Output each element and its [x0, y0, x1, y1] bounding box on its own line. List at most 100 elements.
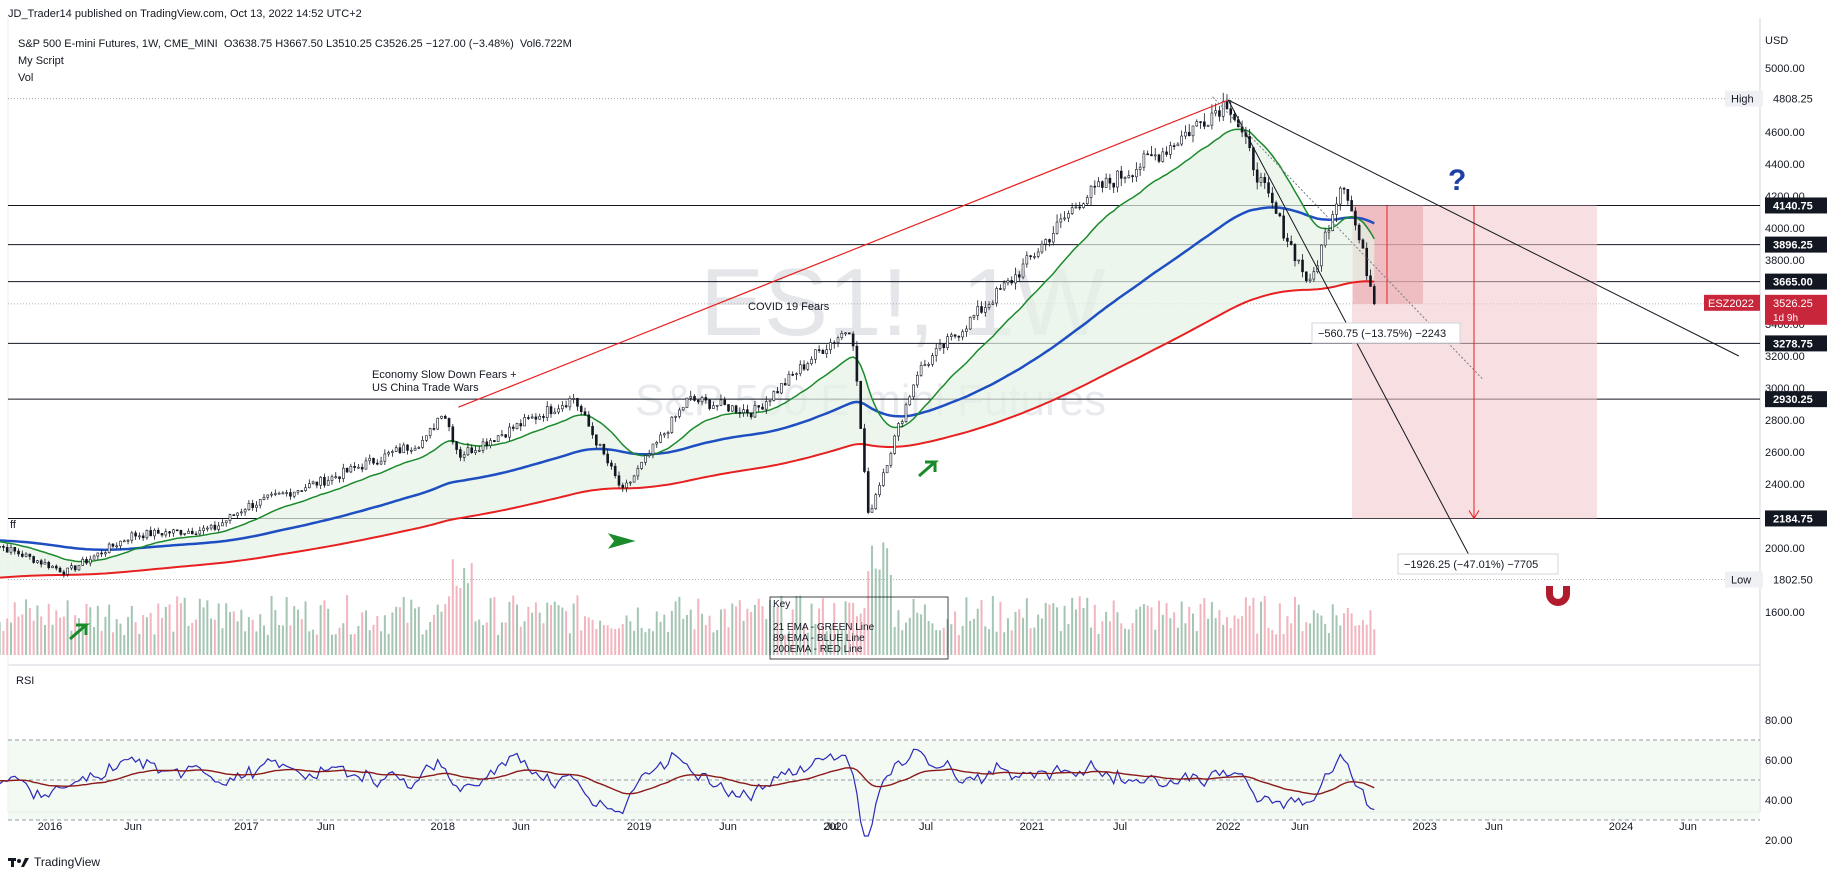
candle-body — [730, 405, 734, 412]
volume-bar — [1365, 624, 1368, 655]
time-axis-tick: 2018 — [431, 821, 455, 833]
volume-bar — [187, 625, 190, 655]
candle-body — [934, 348, 938, 356]
volume-bar — [1256, 633, 1259, 655]
candle-body — [1036, 251, 1040, 257]
candle-body — [515, 423, 519, 429]
volume-bar — [130, 606, 133, 655]
candle-body — [855, 345, 859, 382]
volume-bar — [689, 609, 692, 655]
volume-bar — [376, 616, 379, 655]
candle-body — [1112, 182, 1115, 188]
candle-body — [1082, 203, 1085, 208]
indicator-my-script[interactable]: My Script — [18, 55, 64, 67]
volume-bar — [474, 621, 477, 655]
candle-body — [923, 364, 927, 367]
candle-body — [549, 406, 553, 415]
volume-bar — [1176, 627, 1179, 655]
price-axis-tick: 3800.00 — [1765, 255, 1805, 267]
candle-body — [504, 434, 507, 438]
candle-body — [553, 411, 557, 415]
candle-body — [398, 447, 402, 454]
candle-body — [572, 398, 575, 400]
volume-bar — [810, 603, 813, 655]
candle-body — [319, 477, 322, 486]
volume-bar — [871, 545, 874, 655]
candle-body — [798, 364, 802, 374]
volume-bar — [712, 632, 715, 655]
volume-bar — [380, 631, 383, 655]
candle-body — [1176, 143, 1180, 147]
volume-bar — [1301, 631, 1304, 655]
volume-bar — [1278, 603, 1281, 655]
candle-body — [953, 334, 957, 337]
projection-zone — [1352, 205, 1597, 520]
volume-bar — [70, 630, 73, 655]
volume-bar — [28, 608, 31, 655]
candle-body — [1097, 181, 1100, 188]
indicator-vol[interactable]: Vol — [18, 72, 34, 84]
candle-body — [85, 559, 88, 564]
candle-body — [73, 565, 77, 571]
volume-bar — [1252, 597, 1255, 655]
volume-bar — [1354, 625, 1357, 655]
volume-bar — [142, 615, 145, 655]
measure-label-small: −560.75 (−13.75%) −2243 — [1318, 328, 1446, 340]
candle-body — [817, 349, 821, 351]
key-line: 21 EMA - GREEN Line — [773, 622, 875, 633]
candle-body — [727, 404, 730, 412]
candle-body — [1293, 244, 1297, 262]
volume-bar — [523, 621, 526, 655]
candle-body — [379, 460, 383, 465]
footer-brand[interactable]: TradingView — [8, 855, 100, 869]
candle-body — [508, 426, 511, 438]
volume-bar — [538, 612, 541, 655]
volume-bar — [1305, 622, 1308, 655]
volume-bar — [429, 621, 432, 655]
candle-body — [576, 398, 579, 407]
candle-body — [523, 417, 526, 427]
candle-body — [1180, 135, 1183, 145]
candle-body — [443, 415, 447, 419]
candle-body — [1271, 192, 1274, 203]
volume-bar — [821, 598, 824, 655]
volume-bar — [213, 619, 216, 655]
volume-bar — [1229, 628, 1232, 655]
volume-bar — [557, 605, 560, 655]
volume-bar — [791, 609, 794, 655]
volume-bar — [1112, 600, 1115, 655]
candle-body — [938, 343, 942, 349]
candle-body — [742, 409, 745, 414]
candle-body — [292, 491, 296, 497]
volume-bar — [1233, 615, 1236, 655]
symbol-line[interactable]: S&P 500 E-mini Futures, 1W, CME_MINI O36… — [18, 36, 572, 53]
candle-body — [848, 332, 851, 335]
rsi-ma-line — [0, 767, 1375, 795]
volume-bar — [583, 616, 586, 655]
candle-body — [1346, 188, 1350, 201]
volume-bar — [478, 619, 481, 655]
candle-body — [685, 397, 689, 408]
time-axis-tick: Jul — [1113, 821, 1127, 833]
candle-body — [1089, 185, 1093, 198]
volume-bar — [1014, 611, 1017, 655]
candle-body — [1044, 239, 1048, 245]
volume-bar — [1218, 610, 1221, 655]
volume-bar — [829, 626, 832, 655]
candle-body — [889, 453, 893, 466]
volume-bar — [837, 629, 840, 655]
volume-bar — [961, 625, 964, 655]
volume-bar — [1275, 634, 1278, 655]
volume-bar — [391, 612, 394, 655]
volume-bar — [1259, 601, 1262, 655]
volume-bar — [183, 597, 186, 655]
candle-body — [1101, 181, 1104, 188]
volume-bar — [546, 602, 549, 655]
volume-bar — [198, 598, 201, 655]
candle-body — [659, 434, 662, 443]
volume-bar — [916, 612, 919, 655]
candle-body — [368, 457, 372, 462]
volume-bar — [172, 631, 175, 655]
volume-bar — [568, 633, 571, 655]
